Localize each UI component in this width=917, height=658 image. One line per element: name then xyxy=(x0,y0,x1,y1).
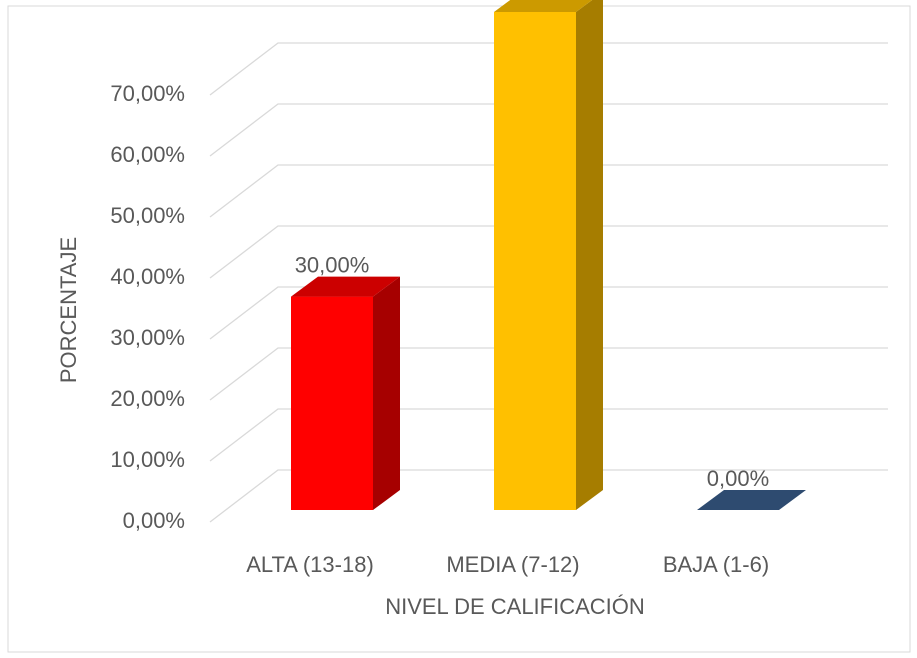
y-tick-label: 0,00% xyxy=(123,508,185,533)
bar xyxy=(291,276,400,510)
value-label: 30,00% xyxy=(295,252,370,277)
grid-line xyxy=(209,164,888,218)
x-tick-label: BAJA (1-6) xyxy=(663,552,769,577)
bar-front xyxy=(494,12,576,510)
y-tick-label: 40,00% xyxy=(110,264,185,289)
y-tick-label: 30,00% xyxy=(110,325,185,350)
bar-top xyxy=(697,490,806,510)
y-tick-label: 50,00% xyxy=(110,203,185,228)
y-tick-label: 60,00% xyxy=(110,142,185,167)
x-tick-label: ALTA (13-18) xyxy=(246,552,374,577)
bar-top xyxy=(494,0,593,12)
x-axis-title: NIVEL DE CALIFICACIÓN xyxy=(385,594,645,619)
bar-side xyxy=(373,276,400,510)
chart-frame xyxy=(7,5,911,653)
grid-line xyxy=(209,408,888,462)
grid-line xyxy=(209,469,888,523)
value-label: 0,00% xyxy=(707,466,769,491)
y-tick-label: 70,00% xyxy=(110,81,185,106)
x-tick-label: MEDIA (7-12) xyxy=(446,552,579,577)
y-tick-label: 20,00% xyxy=(110,386,185,411)
bar-front xyxy=(291,296,373,510)
grid-line xyxy=(209,347,888,401)
grid-line xyxy=(209,42,888,96)
grid-line xyxy=(209,286,888,340)
y-tick-label: 10,00% xyxy=(110,447,185,472)
bar-side xyxy=(576,0,603,510)
grid-line xyxy=(209,225,888,279)
bar xyxy=(494,0,603,510)
grid-line xyxy=(209,103,888,157)
y-axis-title: PORCENTAJE xyxy=(56,237,81,383)
bar xyxy=(697,490,806,510)
bar-top xyxy=(291,276,400,297)
